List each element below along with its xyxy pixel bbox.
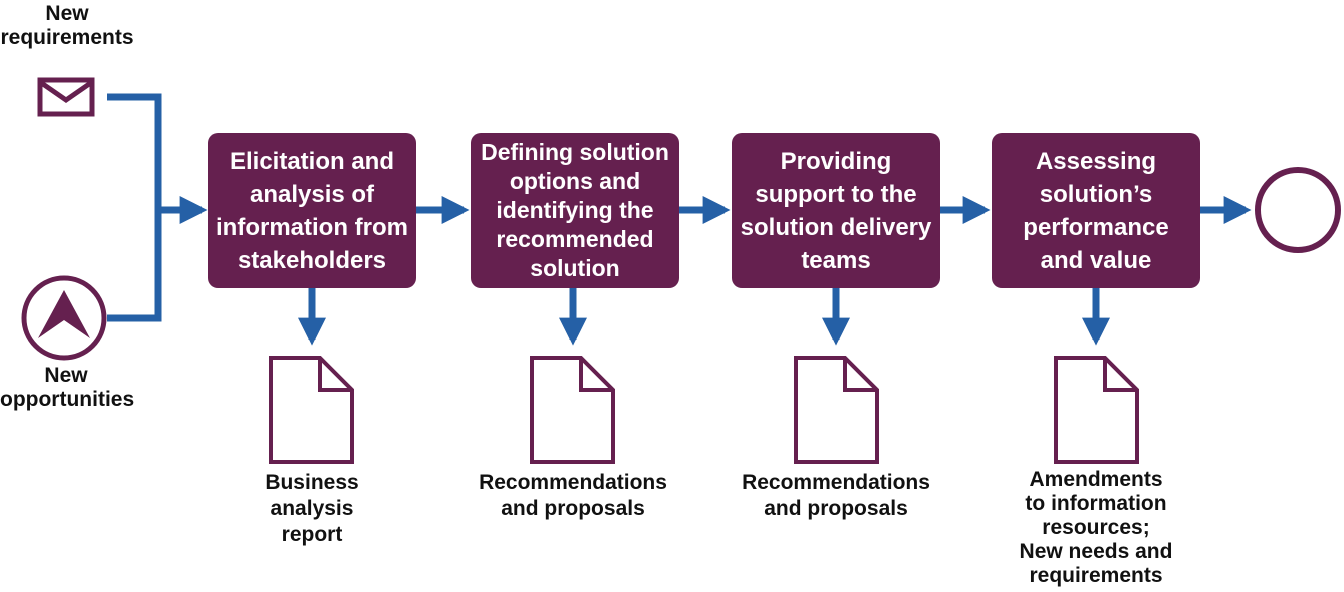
end-event-circle-icon	[1255, 167, 1341, 253]
input-label-opportunities: New opportunities	[0, 364, 135, 411]
step-label-3: Providing support to the solution delive…	[740, 147, 932, 274]
input-label-requirements: New requirements	[0, 2, 134, 49]
step-label-4: Assessing solution’s performance and val…	[1023, 147, 1169, 274]
process-box-1	[208, 133, 416, 288]
process-box-3	[732, 133, 940, 288]
document-icon	[794, 356, 879, 464]
process-box-4	[992, 133, 1200, 288]
output-label-3: Recommendations and proposals	[742, 471, 930, 520]
envelope-icon	[37, 77, 95, 117]
input-connector-requirements	[107, 93, 162, 210]
step-label-1: Elicitation and analysis of information …	[216, 147, 408, 274]
input-connector-opportunities	[107, 210, 162, 322]
output-label-2: Recommendations and proposals	[479, 471, 667, 520]
step-label-2: Defining solution options and identifyin…	[481, 139, 669, 281]
output-label-4: Amendments to information resources; New…	[1019, 468, 1173, 587]
document-icon	[269, 356, 354, 464]
output-label-1: Business analysis report	[265, 471, 359, 546]
opportunity-chevron-icon	[21, 275, 107, 361]
process-box-2	[471, 133, 679, 288]
document-icon	[530, 356, 615, 464]
document-icon	[1054, 356, 1139, 464]
